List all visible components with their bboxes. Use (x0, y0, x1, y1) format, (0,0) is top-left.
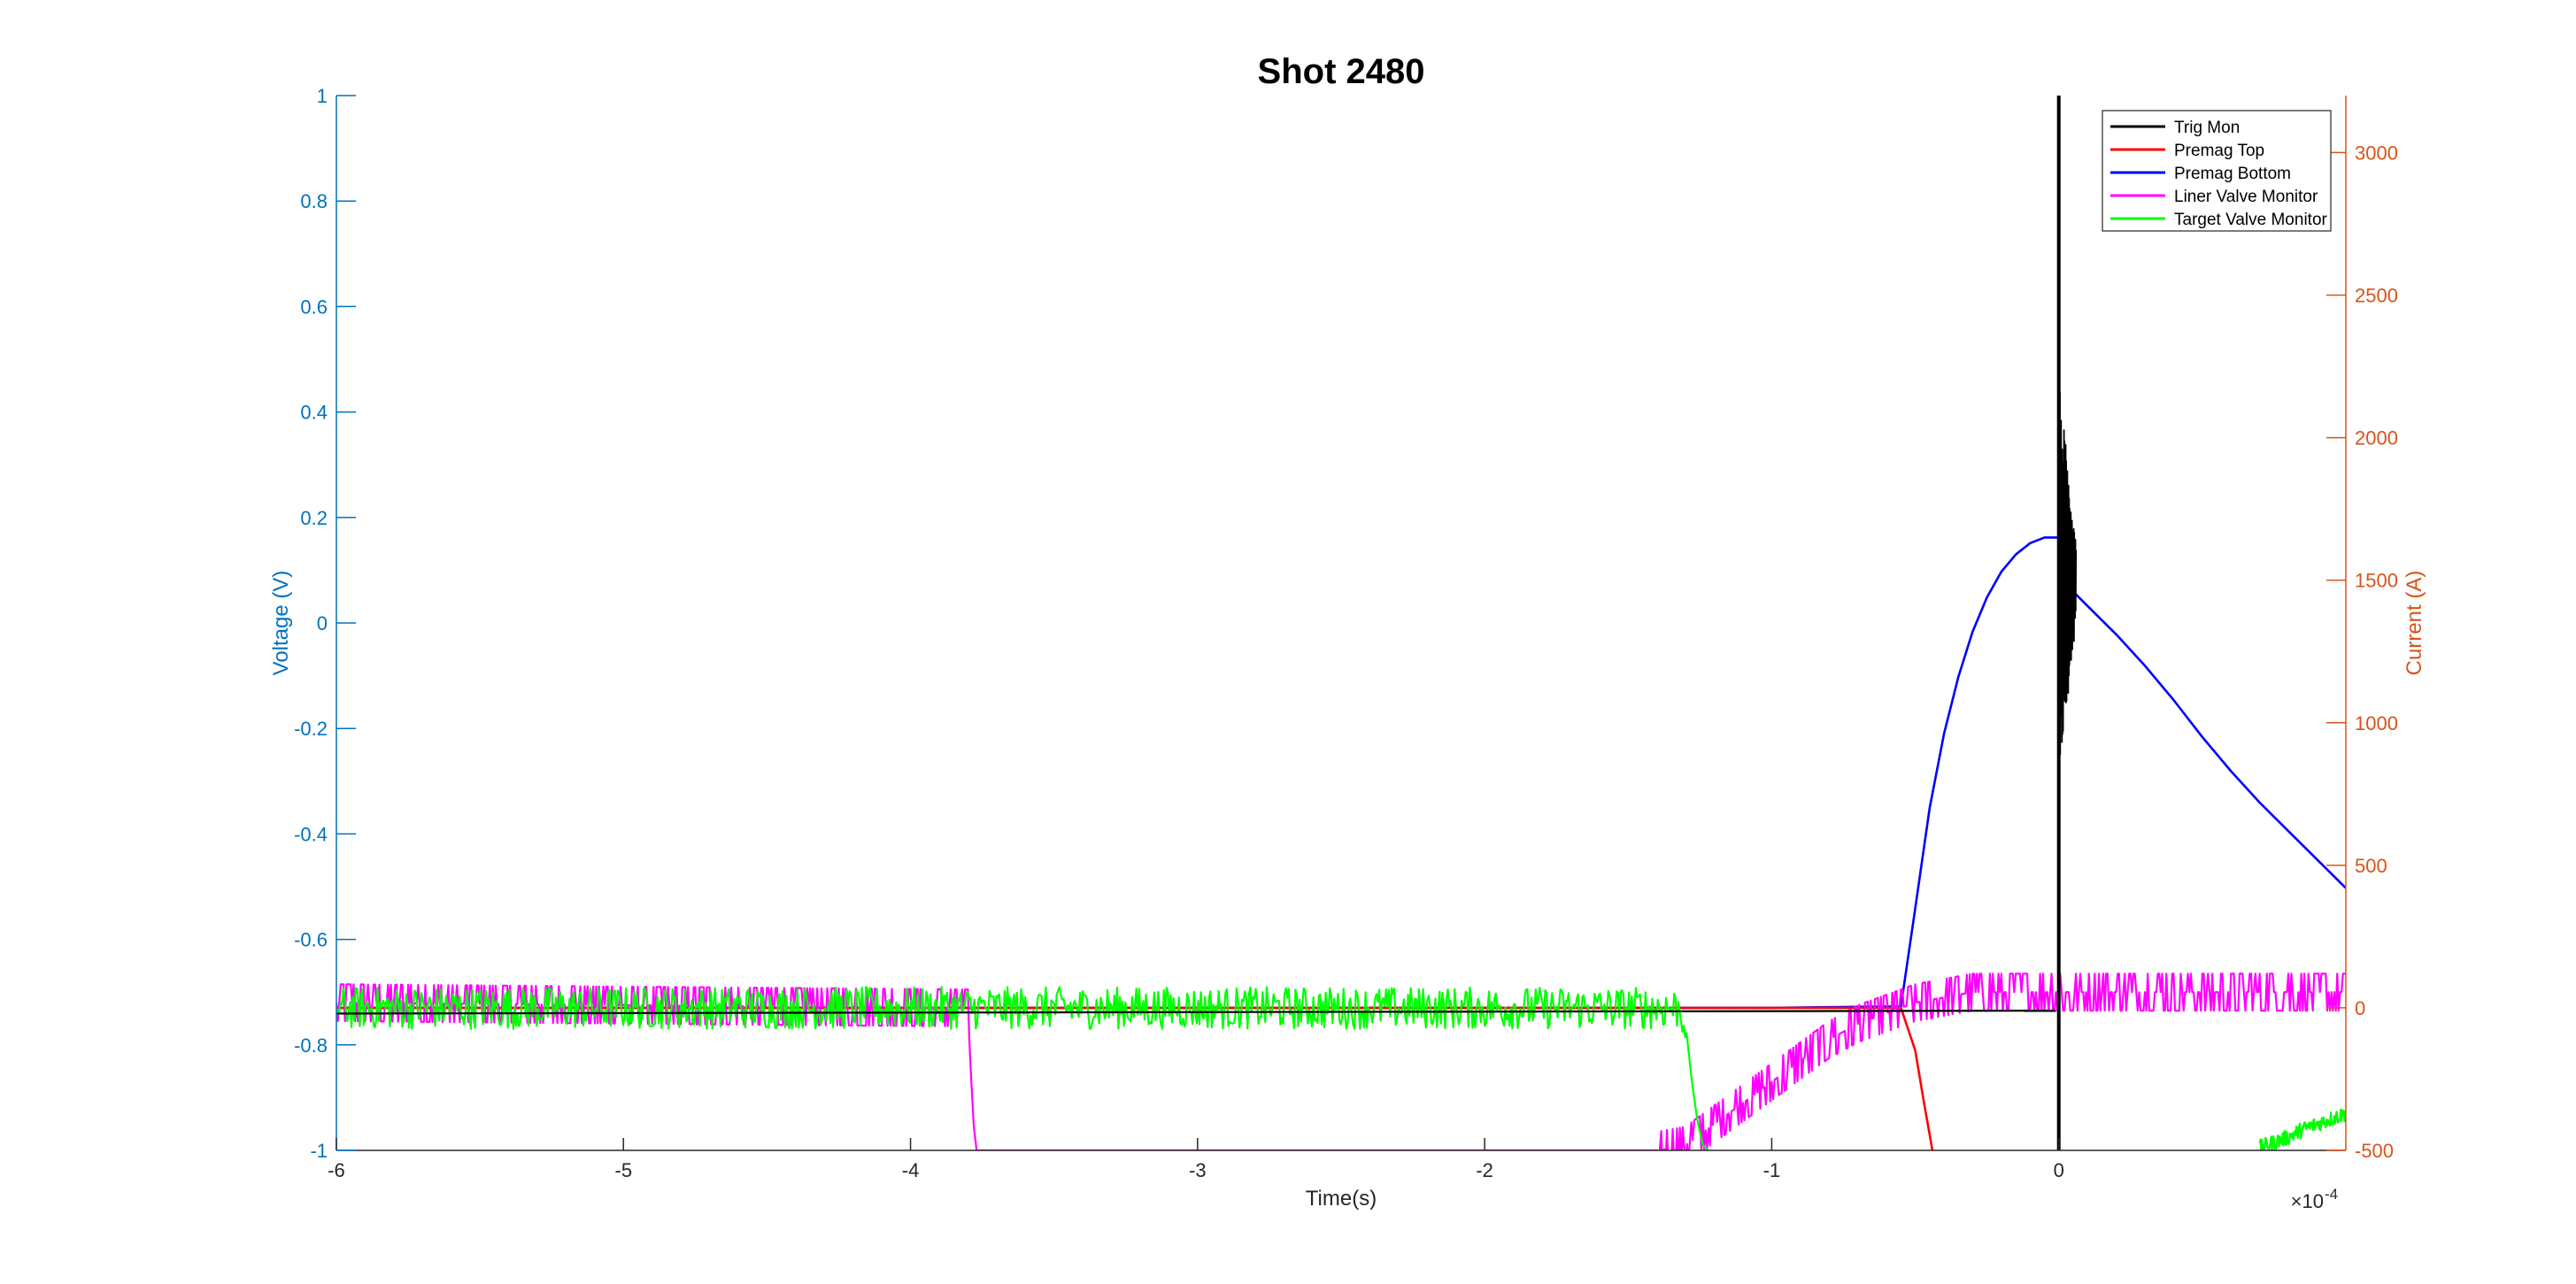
x-exponent-base: ×10 (2291, 1190, 2324, 1212)
y-left-tick-label: 0.6 (300, 296, 328, 318)
legend-label: Liner Valve Monitor (2174, 188, 2318, 206)
x-tick-label: 0 (2054, 1159, 2064, 1181)
y-right-axis-label: Current (A) (2402, 571, 2426, 676)
x-tick-label: -1 (1763, 1159, 1781, 1181)
x-tick-label: -4 (902, 1159, 920, 1181)
y-right-tick-label: 0 (2355, 997, 2365, 1019)
y-left-tick-label: -0.4 (294, 823, 328, 845)
y-left-tick-label: 0 (317, 612, 328, 634)
series-line-target-valve-monitor (336, 986, 1709, 1150)
y-right-ticks: -500 0 500 1000 1500 2000 2500 3000 (2326, 142, 2398, 1162)
y-left-tick-label: -0.8 (294, 1034, 328, 1057)
chart-title: Shot 2480 (1258, 52, 1425, 91)
y-right-tick-label: 3000 (2355, 142, 2398, 164)
series-line-trig-mon (336, 1010, 2056, 1015)
y-right-tick-label: -500 (2355, 1140, 2394, 1162)
legend-label: Premag Top (2174, 142, 2264, 160)
y-left-tick-label: -1 (310, 1140, 328, 1162)
y-left-tick-label: -0.2 (294, 718, 328, 740)
x-exponent-power: -4 (2325, 1186, 2338, 1203)
y-right-tick-label: 2000 (2355, 427, 2398, 450)
y-left-tick-label: 0.4 (300, 402, 328, 424)
y-right-tick-label: 500 (2355, 855, 2387, 877)
x-exponent: ×10 -4 (2291, 1186, 2338, 1212)
y-left-tick-label: 0.2 (300, 507, 328, 529)
legend-box (2102, 110, 2332, 232)
legend-label: Trig Mon (2174, 119, 2240, 137)
x-tick-label: -5 (615, 1159, 633, 1181)
y-right-tick-label: 1000 (2355, 712, 2398, 734)
y-left-ticks: -1 -0.8 -0.6 -0.4 -0.2 0 0.2 0.4 0.6 0.8 1 (294, 85, 356, 1162)
y-left-tick-label: 1 (317, 85, 328, 107)
x-tick-label: -2 (1476, 1159, 1493, 1181)
x-tick-label: -6 (328, 1159, 345, 1181)
x-tick-label: -3 (1189, 1159, 1207, 1181)
y-left-tick-label: -0.6 (294, 929, 328, 951)
legend: Trig Mon Premag Top Premag Bottom Liner Val… (2102, 110, 2332, 232)
y-left-axis-label: Voltage (V) (269, 571, 293, 676)
x-axis-label: Time(s) (1306, 1187, 1377, 1211)
y-right-tick-label: 1500 (2355, 570, 2398, 592)
series-line-premag-bottom (336, 536, 2346, 1010)
trig-mon-oscillation (2057, 391, 2078, 756)
series-line-target-valve-monitor-tail (2258, 1108, 2346, 1150)
y-left-tick-label: 0.8 (300, 190, 328, 212)
legend-label: Target Valve Monitor (2174, 211, 2328, 229)
y-right-tick-label: 2500 (2355, 285, 2398, 307)
legend-label: Premag Bottom (2174, 165, 2291, 183)
x-ticks: -6 -5 -4 -3 -2 -1 0 (328, 1138, 2064, 1181)
series-layer (336, 96, 2346, 1150)
